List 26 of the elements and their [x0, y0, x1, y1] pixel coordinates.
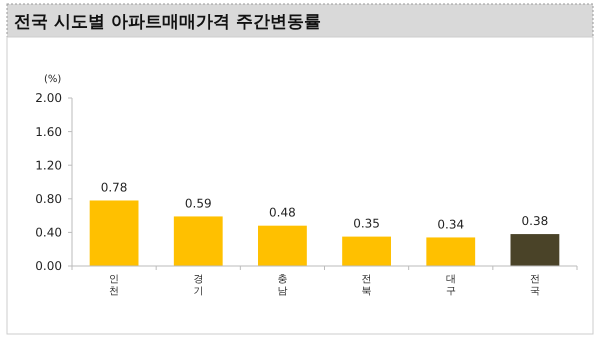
text: 0.40	[35, 226, 62, 240]
data-label: 0.34	[437, 217, 464, 232]
data-label: 0.38	[522, 214, 548, 228]
text: 0.00	[35, 259, 62, 274]
bar	[90, 200, 138, 266]
chart-title: 전국 시도별 아파트매매가격 주간변동률	[14, 12, 321, 32]
data-label: 0.59	[184, 196, 212, 210]
data-label: 0.48	[269, 206, 296, 220]
bar	[510, 234, 560, 266]
text: 0.80	[35, 192, 62, 206]
y-axis-title: (%)	[44, 74, 62, 85]
x-tick-label: 대구	[446, 274, 456, 297]
text: 1.60	[35, 124, 62, 139]
x-tick-label: 경기	[193, 274, 204, 297]
bar	[174, 216, 223, 266]
bar	[258, 226, 307, 266]
data-label: 0.78	[100, 180, 128, 194]
data-label: 0.35	[353, 216, 380, 231]
text: 1.20	[35, 158, 62, 172]
x-tick-label: 전국	[530, 274, 540, 297]
x-tick-label: 충남	[277, 274, 288, 297]
x-tick-label: 인천	[109, 274, 120, 297]
text: 2.00	[35, 91, 62, 106]
bar	[342, 236, 391, 266]
bar	[426, 237, 476, 266]
x-tick-label: 전북	[362, 274, 372, 297]
